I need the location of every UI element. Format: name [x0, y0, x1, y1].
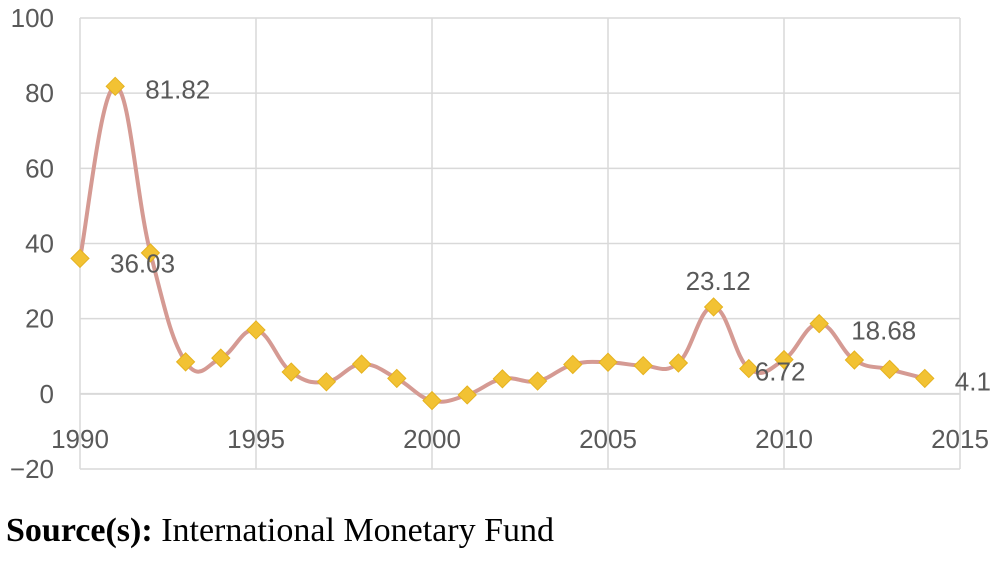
data-label: 81.82: [145, 74, 210, 104]
line-chart: 100 80 60 40 20 0 −20 1990 1995 2000 2005 2010 2015…: [10, 3, 991, 484]
data-point: [105, 76, 125, 97]
data-point: [281, 362, 301, 382]
data-point: [492, 369, 513, 389]
data-point: [211, 348, 231, 368]
source-label: Source(s):: [6, 512, 153, 549]
data-point: [809, 313, 829, 334]
data-label: 36.03: [110, 248, 175, 278]
y-tick-label: 0: [40, 379, 54, 409]
y-tick-label: 80: [25, 78, 54, 108]
data-label: 23.12: [686, 266, 751, 296]
x-tick-label: 2005: [579, 424, 637, 454]
x-tick-label: 1990: [51, 424, 109, 454]
data-label: 6.72: [755, 357, 806, 387]
source-caption: Source(s): International Monetary Fund: [6, 512, 554, 550]
data-point: [915, 368, 935, 389]
data-point: [387, 368, 407, 389]
x-tick-label: 2000: [403, 424, 461, 454]
x-tick-label: 1995: [227, 424, 285, 454]
source-text: International Monetary Fund: [152, 512, 554, 549]
data-point: [140, 243, 161, 263]
grid-lines: [79, 17, 961, 470]
x-tick-label: 2015: [931, 424, 989, 454]
data-label: 18.68: [851, 316, 916, 346]
y-tick-label: 40: [25, 229, 54, 259]
x-tick-label: 2010: [755, 424, 813, 454]
y-tick-label: 20: [25, 304, 54, 334]
data-point: [422, 390, 442, 411]
data-point: [633, 355, 653, 376]
y-tick-label: 60: [25, 153, 54, 183]
y-tick-labels: 100 80 60 40 20 0 −20: [10, 3, 54, 484]
data-point: [844, 350, 865, 370]
data-point: [774, 349, 794, 370]
data-point: [598, 352, 618, 372]
data-point: [563, 354, 583, 375]
data-point: [70, 248, 90, 269]
data-point: [316, 372, 337, 392]
y-tick-label: −20: [10, 454, 54, 484]
data-label: 4.1: [955, 366, 991, 396]
x-tick-labels: 1990 1995 2000 2005 2010 2015: [51, 424, 989, 454]
data-point: [246, 320, 266, 340]
data-point: [879, 359, 900, 380]
y-tick-label: 100: [11, 3, 54, 33]
data-point: [351, 354, 372, 374]
data-point: [457, 385, 477, 405]
data-point: [668, 353, 689, 373]
series-line: [78, 84, 926, 404]
data-point: [527, 371, 548, 391]
data-point: [703, 297, 724, 317]
data-markers: [70, 76, 935, 411]
data-labels: 81.82 36.03 23.12 6.72 18.68 4.1: [110, 74, 991, 396]
data-point: [739, 358, 759, 379]
data-point: [175, 352, 196, 372]
